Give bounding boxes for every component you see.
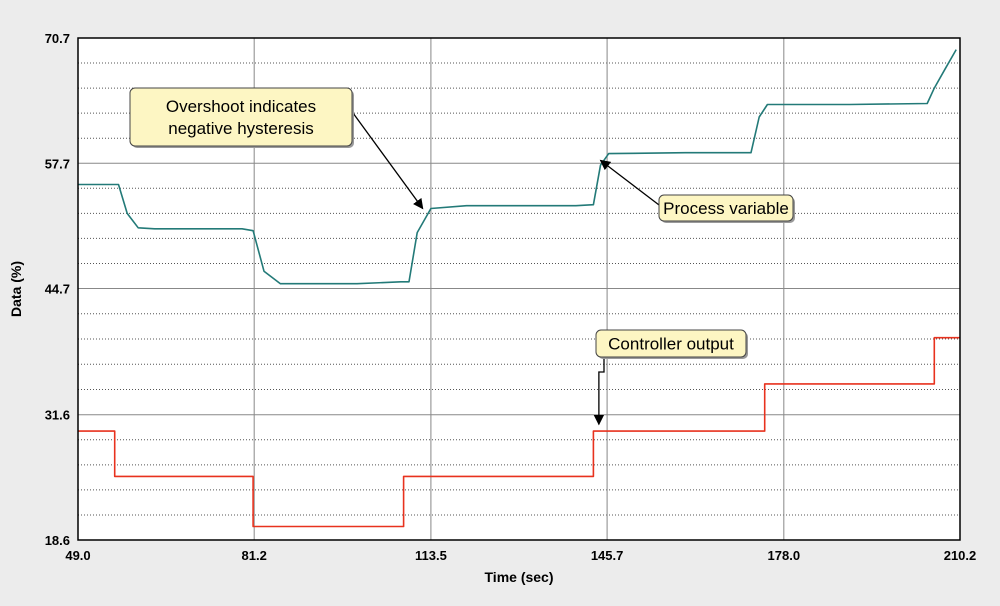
- x-tick-labels: 49.0 81.2 113.5 145.7 178.0 210.2: [65, 548, 976, 563]
- x-tick-label: 210.2: [944, 548, 977, 563]
- annotation-text: Process variable: [663, 199, 789, 218]
- annotation-text: Overshoot indicates: [166, 97, 316, 116]
- annotation-callout: Process variable: [599, 159, 795, 223]
- y-tick-label: 44.7: [45, 282, 70, 297]
- series-line-controller-output: [78, 336, 960, 528]
- series-line-process-variable: [78, 49, 957, 285]
- annotation-text: Controller output: [608, 335, 734, 354]
- x-tick-label: 49.0: [65, 548, 90, 563]
- x-tick-label: 145.7: [591, 548, 624, 563]
- annotation-box: [129, 87, 353, 147]
- annotation-box: [658, 194, 794, 222]
- y-axis-title: Data (%): [8, 261, 24, 317]
- x-axis-title: Time (sec): [485, 569, 554, 585]
- x-tick-label: 113.5: [415, 548, 447, 563]
- series-layer: [78, 49, 960, 528]
- annotation-arrow: [593, 357, 605, 426]
- y-tick-labels: 18.6 31.6 44.7 57.7 70.7: [45, 31, 70, 548]
- y-tick-label: 31.6: [45, 408, 70, 423]
- y-tick-label: 57.7: [45, 156, 70, 171]
- annotations: Overshoot indicates negative hysteresis Pr…: [129, 87, 795, 426]
- x-tick-label: 81.2: [242, 548, 267, 563]
- x-tick-label: 178.0: [768, 548, 801, 563]
- plot-frame: [77, 37, 961, 541]
- annotation-text: negative hysteresis: [168, 119, 314, 138]
- annotation-callout: Controller output: [593, 329, 748, 426]
- annotation-arrow: [599, 159, 664, 209]
- annotation-arrow: [352, 112, 424, 210]
- annotation-box: [595, 329, 747, 358]
- y-tick-label: 70.7: [45, 31, 70, 46]
- annotation-callout: Overshoot indicates negative hysteresis: [129, 87, 424, 210]
- y-tick-label: 18.6: [45, 533, 70, 548]
